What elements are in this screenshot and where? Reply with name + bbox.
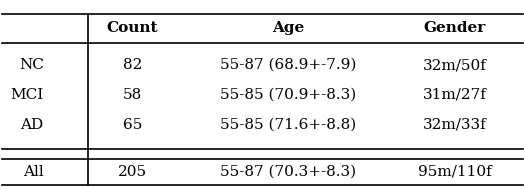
Text: Gender: Gender <box>424 21 486 35</box>
Text: NC: NC <box>19 58 44 72</box>
Text: 95m/110f: 95m/110f <box>418 165 492 179</box>
Text: 205: 205 <box>118 165 147 179</box>
Text: Age: Age <box>272 21 304 35</box>
Text: Count: Count <box>106 21 158 35</box>
Text: 55-87 (70.3+-8.3): 55-87 (70.3+-8.3) <box>220 165 356 179</box>
Text: AD: AD <box>20 118 44 132</box>
Text: 58: 58 <box>123 88 142 102</box>
Text: 32m/50f: 32m/50f <box>423 58 487 72</box>
Text: All: All <box>23 165 44 179</box>
Text: 65: 65 <box>123 118 142 132</box>
Text: 55-87 (68.9+-7.9): 55-87 (68.9+-7.9) <box>220 58 357 72</box>
Text: 31m/27f: 31m/27f <box>423 88 487 102</box>
Text: 32m/33f: 32m/33f <box>423 118 487 132</box>
Text: MCI: MCI <box>10 88 44 102</box>
Text: 55-85 (71.6+-8.8): 55-85 (71.6+-8.8) <box>220 118 356 132</box>
Text: 82: 82 <box>123 58 142 72</box>
Text: 55-85 (70.9+-8.3): 55-85 (70.9+-8.3) <box>220 88 356 102</box>
